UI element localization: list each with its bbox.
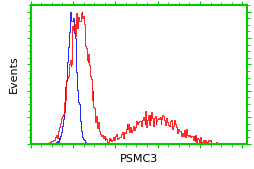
X-axis label: PSMC3: PSMC3 — [119, 154, 157, 164]
Y-axis label: Events: Events — [9, 55, 19, 93]
